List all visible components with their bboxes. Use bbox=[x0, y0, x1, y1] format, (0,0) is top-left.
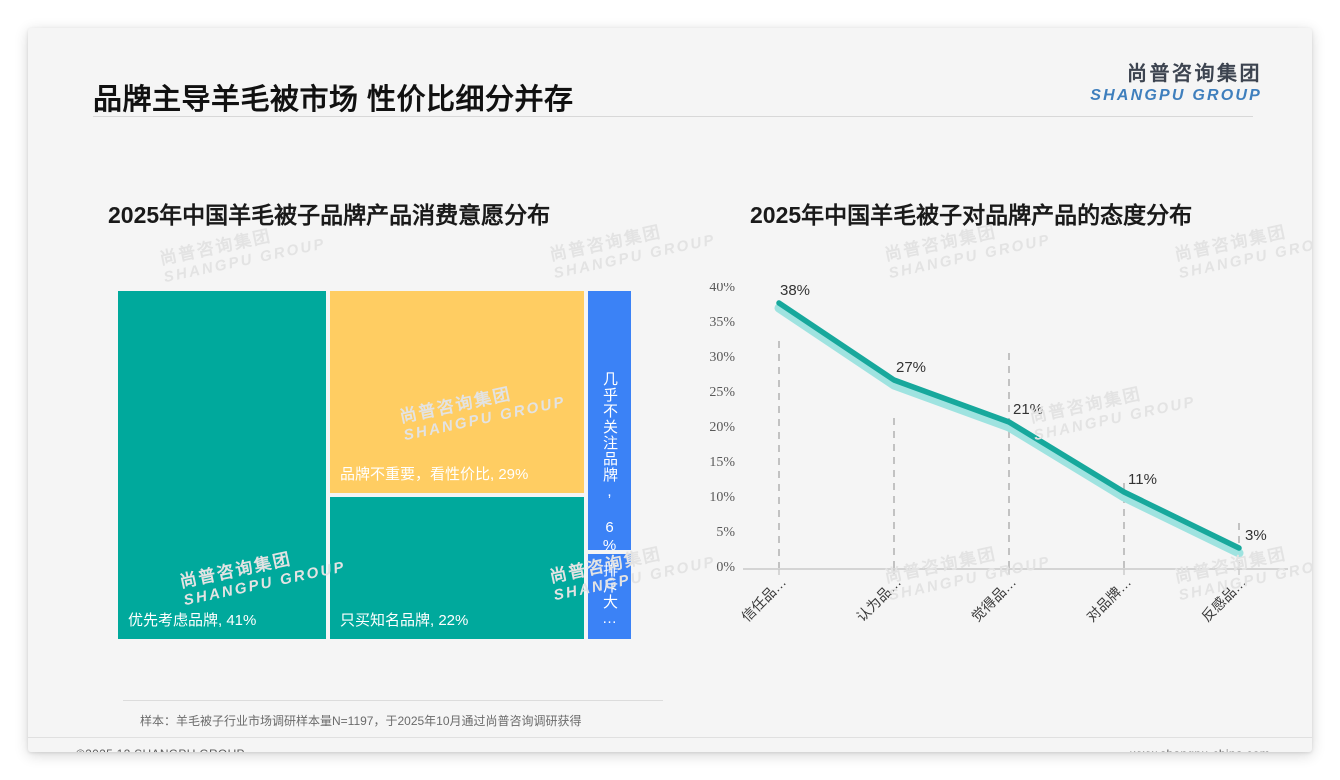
treemap-tile-label: 优先考虑品牌, 41% bbox=[128, 612, 257, 629]
footer-divider bbox=[28, 737, 1312, 738]
logo-english-text: SHANGPU GROUP bbox=[1090, 87, 1262, 104]
slide-header: 品牌主导羊毛被市场 性价比细分并存 尚普咨询集团 SHANGPU GROUP bbox=[28, 28, 1312, 118]
y-tick-label: 0% bbox=[716, 560, 735, 575]
data-label: 3% bbox=[1245, 527, 1267, 544]
watermark-en: SHANGPU GROUP bbox=[1177, 230, 1312, 282]
slide-canvas: 品牌主导羊毛被市场 性价比细分并存 尚普咨询集团 SHANGPU GROUP 2… bbox=[28, 28, 1312, 752]
data-label: 21% bbox=[1013, 401, 1043, 418]
watermark: 尚普咨询集团 SHANGPU GROUP bbox=[1173, 212, 1312, 282]
y-tick-label: 25% bbox=[709, 385, 735, 400]
footnote-text: 样本：羊毛被子行业市场调研样本量N=1197，于2025年10月通过尚普咨询调研… bbox=[140, 714, 582, 728]
x-axis-label: 对品牌… bbox=[1083, 574, 1134, 625]
data-label: 11% bbox=[1128, 471, 1157, 488]
y-tick-label: 15% bbox=[709, 455, 735, 470]
y-tick-label: 5% bbox=[716, 525, 735, 540]
treemap-tile-reject-big-brand[interactable]: 排斥大… bbox=[586, 552, 633, 641]
right-chart-title: 2025年中国羊毛被子对品牌产品的态度分布 bbox=[750, 202, 1193, 228]
series-shadow bbox=[774, 303, 1244, 558]
treemap-tile-famous-brand-only[interactable]: 只买知名品牌, 22% bbox=[328, 495, 586, 641]
treemap-tile-priority-brand[interactable]: 优先考虑品牌, 41% bbox=[116, 289, 328, 641]
treemap-tile-label: 几乎不关注品牌, 6% bbox=[601, 371, 618, 552]
data-label: 27% bbox=[896, 359, 926, 376]
y-tick-label: 10% bbox=[709, 490, 735, 505]
y-axis-ticks: 0% 5% 10% 15% 20% 25% 30% 35% 40% bbox=[709, 283, 735, 575]
header-divider bbox=[93, 116, 1253, 117]
logo-chinese-text: 尚普咨询集团 bbox=[1127, 63, 1262, 85]
watermark-cn: 尚普咨询集团 bbox=[1173, 222, 1289, 265]
footer-website[interactable]: www.shangpu-china.com bbox=[1130, 747, 1270, 752]
watermark-en: SHANGPU GROUP bbox=[162, 234, 328, 286]
x-axis-label: 认为品… bbox=[853, 574, 904, 625]
y-tick-label: 20% bbox=[709, 420, 735, 435]
footnote-divider bbox=[123, 700, 663, 701]
footer-copyright: ©2025.12 SHANGPU GROUP bbox=[76, 747, 245, 752]
series-line-attitude[interactable] bbox=[776, 300, 1242, 551]
data-labels: 38% 27% 21% 11% 3% bbox=[780, 283, 1267, 544]
left-chart-title: 2025年中国羊毛被子品牌产品消费意愿分布 bbox=[108, 202, 551, 228]
x-axis-label: 觉得品… bbox=[968, 574, 1019, 625]
treemap-chart: 优先考虑品牌, 41% 品牌不重要，看性价比, 29% 只买知名品牌, 22% … bbox=[116, 289, 633, 641]
brand-logo: 尚普咨询集团 SHANGPU GROUP bbox=[1090, 64, 1262, 104]
data-label: 38% bbox=[780, 283, 810, 299]
line-chart: 0% 5% 10% 15% 20% 25% 30% 35% 40% bbox=[683, 283, 1312, 663]
treemap-tile-barely-care-brand[interactable]: 几乎不关注品牌, 6% bbox=[586, 289, 633, 552]
line-chart-svg: 0% 5% 10% 15% 20% 25% 30% 35% 40% bbox=[709, 283, 1288, 625]
x-axis-ticks bbox=[778, 569, 1240, 575]
y-tick-label: 35% bbox=[709, 315, 735, 330]
treemap-tile-label: 只买知名品牌, 22% bbox=[340, 612, 469, 629]
watermark-en: SHANGPU GROUP bbox=[887, 230, 1053, 282]
y-tick-label: 40% bbox=[709, 283, 735, 295]
watermark-en: SHANGPU GROUP bbox=[552, 230, 718, 282]
x-axis-label: 信任品… bbox=[738, 574, 789, 625]
vertical-gridlines bbox=[778, 341, 1240, 568]
treemap-tile-value-for-money[interactable]: 品牌不重要，看性价比, 29% bbox=[328, 289, 586, 495]
watermark: 尚普咨询集团 SHANGPU GROUP bbox=[548, 212, 717, 282]
treemap-tile-label: 排斥大… bbox=[601, 562, 618, 628]
treemap-tile-label: 品牌不重要，看性价比, 29% bbox=[340, 466, 529, 483]
x-axis-label: 反感品… bbox=[1198, 574, 1249, 625]
x-axis-labels: 信任品… 认为品… 觉得品… 对品牌… 反感品… bbox=[738, 574, 1249, 625]
y-tick-label: 30% bbox=[709, 350, 735, 365]
watermark-cn: 尚普咨询集团 bbox=[548, 222, 664, 265]
page-title: 品牌主导羊毛被市场 性价比细分并存 bbox=[93, 84, 574, 116]
